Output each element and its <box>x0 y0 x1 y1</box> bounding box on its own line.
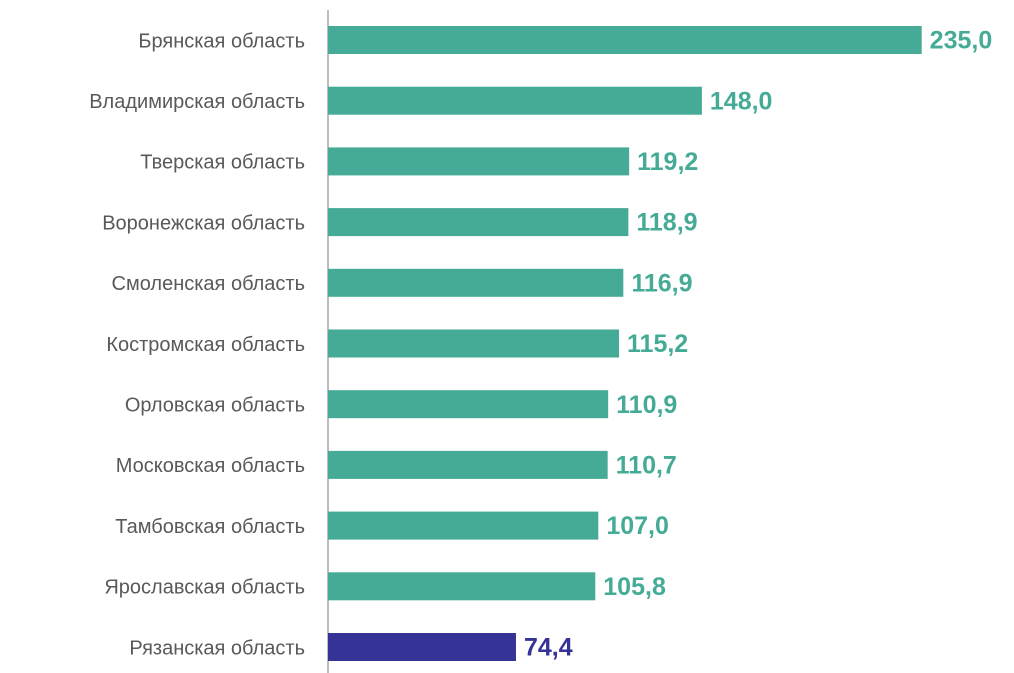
category-label: Воронежская область <box>102 212 305 234</box>
bar <box>328 26 922 54</box>
value-label: 118,9 <box>636 209 697 237</box>
value-label: 235,0 <box>930 27 993 55</box>
value-label: 119,2 <box>637 148 698 176</box>
category-label: Тверская область <box>140 152 305 174</box>
category-label: Рязанская область <box>129 637 305 659</box>
value-label: 115,2 <box>627 330 688 358</box>
category-label: Костромская область <box>106 334 305 356</box>
value-label: 110,9 <box>616 391 677 419</box>
value-label: 105,8 <box>603 573 666 601</box>
value-label: 107,0 <box>606 512 669 540</box>
category-label: Брянская область <box>138 30 305 52</box>
category-label: Орловская область <box>125 394 305 416</box>
value-label: 74,4 <box>524 634 573 662</box>
category-label: Владимирская область <box>89 91 305 113</box>
bar <box>328 329 620 358</box>
bar <box>328 450 608 479</box>
bar <box>328 208 629 237</box>
category-label: Смоленская область <box>112 273 305 295</box>
value-label: 148,0 <box>710 87 773 115</box>
value-label: 116,9 <box>631 269 692 297</box>
value-label: 110,7 <box>616 452 677 480</box>
bar <box>328 268 624 297</box>
category-label: Московская область <box>116 455 305 477</box>
bar <box>328 390 609 419</box>
bar <box>328 633 516 661</box>
bar <box>328 511 599 540</box>
category-label: Ярославская область <box>104 577 305 599</box>
bar <box>328 572 596 601</box>
bar <box>328 86 702 115</box>
bar <box>328 147 630 176</box>
category-label: Тамбовская область <box>115 516 305 538</box>
